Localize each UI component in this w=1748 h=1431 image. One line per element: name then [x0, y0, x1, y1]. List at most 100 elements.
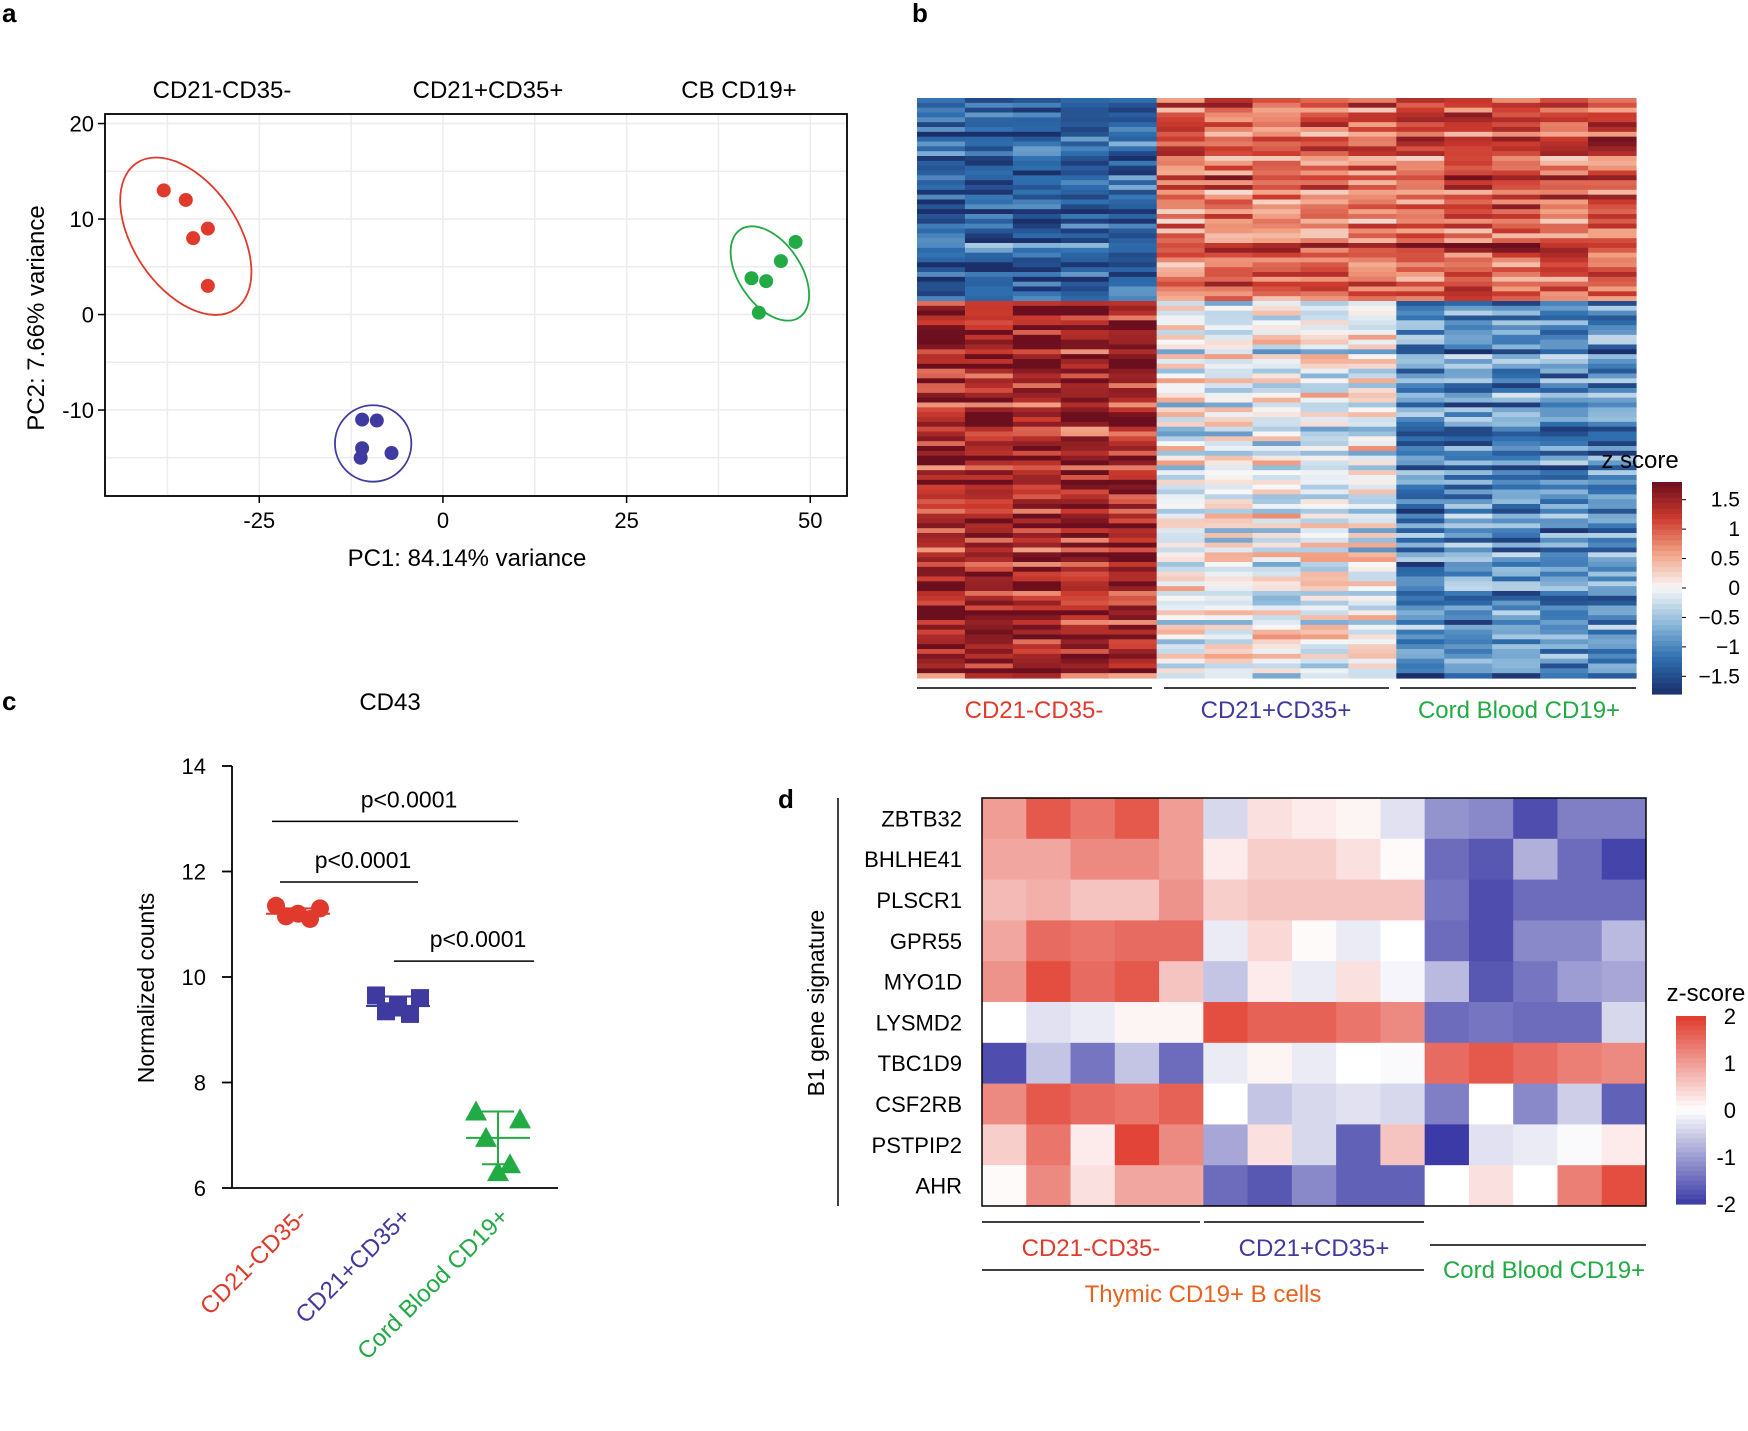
heatmap-cell	[1156, 639, 1206, 645]
heatmap-cell	[964, 122, 1014, 128]
heatmap-cell	[1204, 185, 1254, 191]
heatmap-cell	[1060, 272, 1110, 278]
heatmap-cell	[917, 421, 966, 428]
d-group-label-cd21-cd35-pos: CD21+CD35+	[1239, 1235, 1390, 1262]
heatmap-cell	[964, 426, 1014, 433]
heatmap-cell	[964, 542, 1014, 549]
colorbar-segment	[1676, 1194, 1706, 1200]
heatmap-cell	[1060, 286, 1110, 292]
heatmap-cell	[917, 296, 966, 302]
heatmap-cell	[1156, 185, 1206, 191]
heatmap-cell	[917, 247, 966, 254]
heatmap-cell	[1540, 624, 1589, 631]
heatmap-cell	[1012, 136, 1062, 143]
heatmap-cell	[1300, 620, 1349, 626]
pca-x-tick-labels: -25 0 25 50	[243, 508, 822, 533]
heatmap-cell	[917, 576, 966, 582]
heatmap-cell	[1588, 591, 1637, 597]
heatmap-cell	[1492, 117, 1541, 123]
heatmap-cell	[1492, 286, 1541, 292]
heatmap-cell	[1108, 180, 1158, 186]
heatmap-cell	[1012, 392, 1062, 399]
heatmap-cell	[917, 344, 966, 350]
heatmap-cell	[1492, 267, 1541, 273]
heatmap-cell	[1108, 436, 1158, 442]
heatmap-cell	[1060, 586, 1110, 592]
heatmap-cell	[1540, 436, 1589, 442]
heatmap-cell	[917, 276, 966, 283]
data-point	[487, 1161, 509, 1182]
heatmap-cell	[1492, 112, 1541, 118]
heatmap-cell	[1300, 325, 1349, 331]
heatmap-cell	[1204, 359, 1254, 365]
heatmap-cell	[964, 243, 1014, 249]
heatmap-cell	[1492, 209, 1541, 215]
heatmap-cell	[1444, 566, 1493, 573]
heatmap-cell	[1444, 450, 1493, 457]
heatmap-cell	[1156, 267, 1206, 273]
colorbar-segment	[1652, 625, 1682, 631]
heatmap-cell	[1252, 194, 1302, 201]
heatmap-cell	[1348, 102, 1397, 109]
heatmap-cell	[1060, 243, 1110, 249]
heatmap-cell	[1204, 552, 1254, 558]
heatmap-cell	[1012, 243, 1062, 249]
heatmap-cell	[1444, 673, 1493, 679]
heatmap-cell	[964, 272, 1014, 278]
heatmap-cell	[1540, 571, 1589, 578]
heatmap-cell	[964, 262, 1014, 268]
heatmap-cell	[1300, 127, 1349, 133]
heatmap-cell	[1492, 339, 1541, 346]
heatmap-cell	[917, 547, 966, 553]
heatmap-cell	[1156, 629, 1206, 636]
heatmap-cell	[1156, 107, 1206, 114]
heatmap-cell	[1424, 961, 1470, 1003]
heatmap-cell	[1300, 180, 1349, 186]
heatmap-cell	[1108, 204, 1158, 210]
heatmap-cell	[1348, 291, 1397, 297]
heatmap-cell	[1252, 165, 1302, 172]
heatmap-cell	[917, 455, 966, 462]
heatmap-cell	[1252, 441, 1302, 447]
heatmap-cell	[1060, 238, 1110, 244]
heatmap-cell	[1348, 281, 1397, 288]
panel-a: a CD21-CD35- CD21+CD35+ CB CD19+ -25 0 2…	[2, 0, 848, 572]
heatmap-cell	[1300, 479, 1349, 486]
heatmap-cell	[1396, 296, 1445, 302]
data-point	[475, 1126, 497, 1147]
heatmap-cell	[1252, 112, 1302, 118]
heatmap-cell	[1060, 566, 1110, 573]
heatmap-cell	[1060, 281, 1110, 288]
heatmap-cell	[1012, 156, 1062, 162]
heatmap-cell	[917, 494, 966, 500]
heatmap-cell	[1300, 392, 1349, 399]
heatmap-cell	[1444, 252, 1493, 259]
heatmap-cell	[1588, 489, 1637, 495]
heatmap-cell	[917, 107, 966, 114]
gene-label: PSTPIP2	[872, 1133, 962, 1158]
heatmap-cell	[1156, 649, 1206, 655]
heatmap-cell	[1348, 286, 1397, 292]
heatmap-cell	[1070, 1042, 1116, 1085]
heatmap-cell	[1588, 615, 1637, 621]
heatmap-cell	[1588, 668, 1637, 674]
heatmap-cell	[1513, 1124, 1558, 1166]
heatmap-cell	[1114, 961, 1160, 1003]
heatmap-cell	[1012, 523, 1062, 529]
heatmap-cell	[1588, 450, 1637, 457]
heatmap-cell	[1204, 610, 1254, 616]
heatmap-cell	[1492, 455, 1541, 462]
heatmap-cell	[1348, 175, 1397, 181]
heatmap-cell	[1424, 1002, 1470, 1044]
heatmap-cell	[1492, 334, 1541, 341]
heatmap-cell	[1108, 262, 1158, 268]
heatmap-cell	[1108, 426, 1158, 433]
group-label-cord-blood: Cord Blood CD19+	[1418, 697, 1620, 724]
heatmap-cell	[1252, 426, 1302, 433]
heatmap-cell	[1444, 595, 1493, 602]
heatmap-cell	[1204, 189, 1254, 196]
heatmap-cell	[1108, 494, 1158, 500]
heatmap-cell	[1060, 117, 1110, 123]
heatmap-cell	[1492, 378, 1541, 384]
heatmap-cell	[1159, 1002, 1204, 1044]
